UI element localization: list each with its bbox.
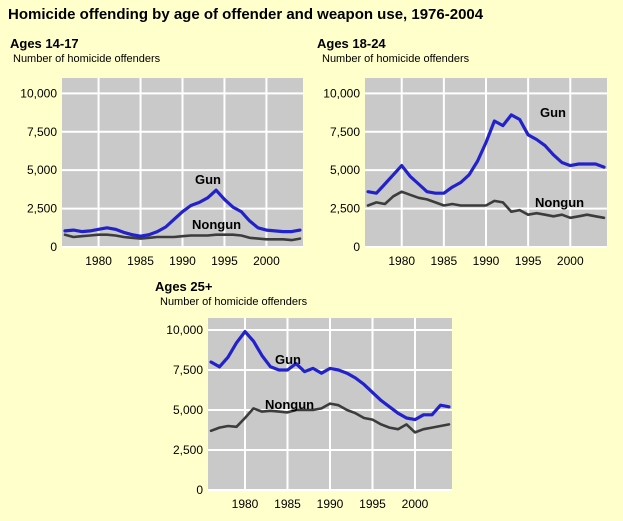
x-tick-label: 2000 — [557, 254, 584, 268]
x-tick-label: 1985 — [274, 497, 301, 511]
nongun-line — [63, 233, 302, 242]
y-tick-label: 2,500 — [27, 202, 57, 216]
series-label-gun: Gun — [195, 172, 221, 187]
gun-line — [209, 330, 451, 422]
series-label-nongun: Nongun — [535, 195, 584, 210]
x-tick-label: 1990 — [317, 497, 344, 511]
y-tick-label: 0 — [196, 483, 203, 497]
chart-svg-ages-14-17: 0 2,500 5,000 7,500 10,000 1980 1985 1990 1995 20… — [20, 78, 303, 268]
series-label-gun: Gun — [275, 352, 301, 367]
x-tick-label: 2000 — [253, 254, 280, 268]
chart-title-ages-18-24: Ages 18-24 — [317, 36, 386, 51]
y-tick-label: 5,000 — [27, 163, 57, 177]
chart-ylabel-ages-14-17: Number of homicide offenders — [13, 53, 161, 65]
x-tick-label: 1995 — [211, 254, 238, 268]
y-tick-label: 10,000 — [323, 86, 360, 100]
page-title: Homicide offending by age of offender an… — [8, 6, 484, 23]
chart-ages-25-plus: 0 2,500 5,000 7,500 10,000 1980 1985 1990 1995 20… — [145, 310, 465, 521]
y-tick-label: 0 — [353, 240, 360, 254]
x-tick-label: 1990 — [473, 254, 500, 268]
chart-svg-ages-18-24: 0 2,500 5,000 7,500 10,000 1980 1985 1990 1995 20… — [323, 78, 607, 268]
series-label-nongun: Nongun — [265, 397, 314, 412]
y-tick-label: 7,500 — [27, 125, 57, 139]
y-tick-label: 5,000 — [330, 163, 360, 177]
x-tick-label: 1995 — [515, 254, 542, 268]
x-tick-label: 1980 — [388, 254, 415, 268]
chart-ages-18-24: 0 2,500 5,000 7,500 10,000 1980 1985 1990 1995 20… — [312, 62, 612, 285]
gun-line — [63, 188, 302, 238]
y-tick-label: 2,500 — [330, 202, 360, 216]
y-tick-label: 7,500 — [330, 125, 360, 139]
x-tick-label: 1985 — [127, 254, 154, 268]
y-tick-label: 7,500 — [173, 363, 203, 377]
chart-svg-ages-25-: 0 2,500 5,000 7,500 10,000 1980 1985 1990 1995 20… — [166, 318, 452, 511]
chart-title-ages-14-17: Ages 14-17 — [10, 36, 79, 51]
nongun-line — [366, 190, 606, 220]
y-tick-label: 2,500 — [173, 443, 203, 457]
y-tick-label: 10,000 — [20, 86, 57, 100]
gun-line — [366, 113, 606, 195]
y-tick-label: 5,000 — [173, 403, 203, 417]
series-label-gun: Gun — [540, 105, 566, 120]
nongun-line — [209, 402, 451, 434]
x-tick-label: 2000 — [402, 497, 429, 511]
chart-ylabel-ages-18-24: Number of homicide offenders — [322, 53, 470, 65]
x-tick-label: 1995 — [359, 497, 386, 511]
chart-ages-14-17: 0 2,500 5,000 7,500 10,000 1980 1985 1990 1995 20… — [0, 62, 312, 285]
y-tick-label: 0 — [50, 240, 57, 254]
series-label-nongun: Nongun — [192, 217, 241, 232]
y-tick-label: 10,000 — [166, 323, 203, 337]
x-tick-label: 1980 — [85, 254, 112, 268]
x-tick-label: 1985 — [431, 254, 458, 268]
x-tick-label: 1990 — [169, 254, 196, 268]
x-tick-label: 1980 — [232, 497, 259, 511]
chart-title-ages-25-plus: Ages 25+ — [155, 279, 213, 294]
chart-ylabel-ages-25-plus: Number of homicide offenders — [160, 296, 308, 308]
